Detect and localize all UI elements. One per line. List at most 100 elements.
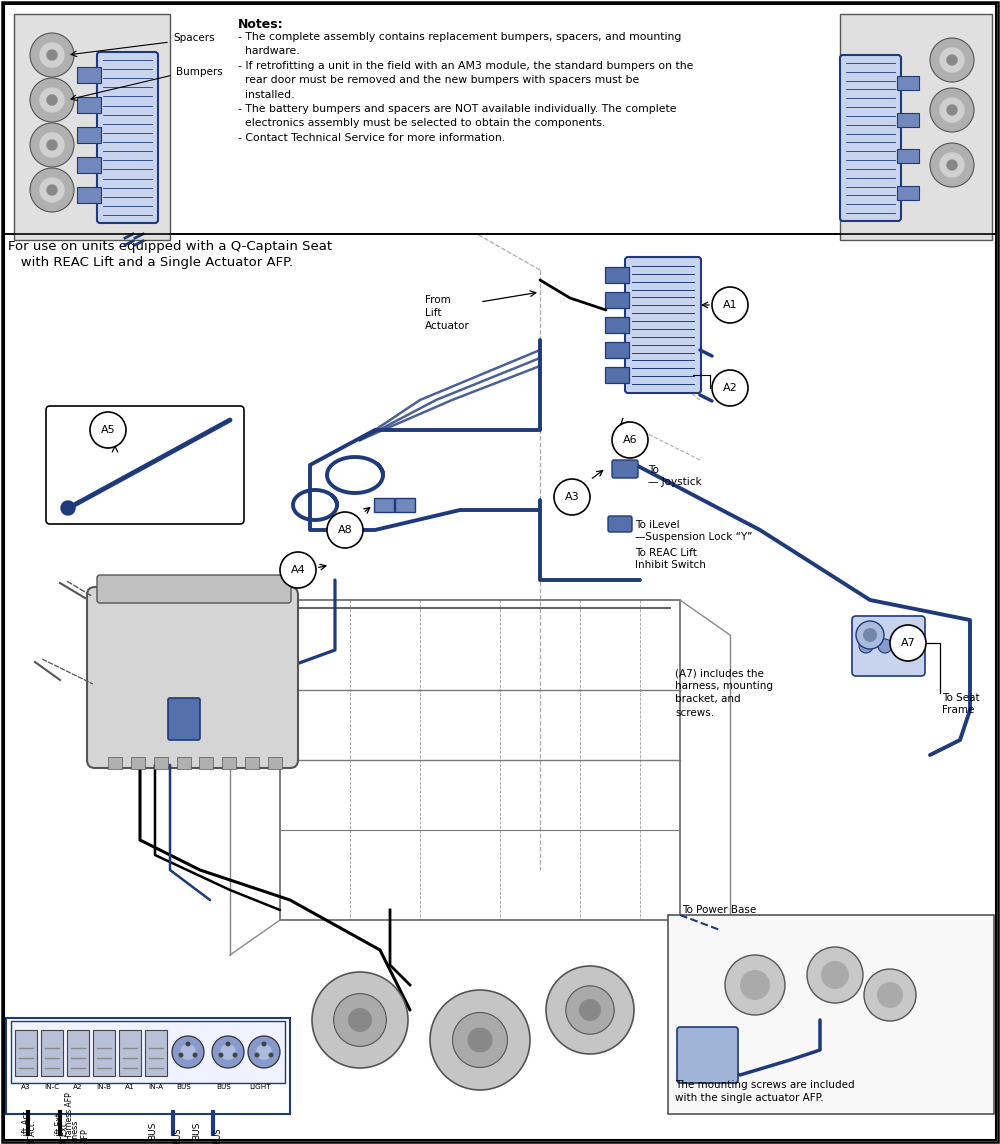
Circle shape [725, 955, 785, 1015]
FancyBboxPatch shape [77, 186, 101, 202]
Circle shape [878, 639, 892, 653]
Text: To
— Joystick: To — Joystick [648, 464, 702, 486]
Text: For use on units equipped with a Q-Captain Seat: For use on units equipped with a Q-Capta… [8, 240, 332, 253]
Text: A2: A2 [723, 383, 737, 394]
Circle shape [40, 88, 64, 112]
Circle shape [232, 1052, 238, 1057]
FancyBboxPatch shape [77, 157, 101, 173]
FancyBboxPatch shape [840, 14, 992, 240]
FancyBboxPatch shape [608, 516, 632, 532]
Circle shape [226, 1041, 230, 1047]
Circle shape [40, 133, 64, 157]
Text: BUS: BUS [213, 1128, 222, 1144]
FancyBboxPatch shape [77, 97, 101, 113]
FancyBboxPatch shape [154, 757, 168, 769]
FancyBboxPatch shape [87, 587, 298, 768]
FancyBboxPatch shape [605, 292, 629, 308]
Circle shape [348, 1008, 372, 1032]
Circle shape [186, 1041, 190, 1047]
Circle shape [90, 412, 126, 448]
Circle shape [930, 88, 974, 132]
Circle shape [612, 422, 648, 458]
Circle shape [930, 143, 974, 186]
FancyBboxPatch shape [4, 3, 996, 235]
Circle shape [47, 140, 57, 150]
Circle shape [220, 1044, 236, 1060]
FancyBboxPatch shape [199, 757, 213, 769]
Text: (A7) includes the
harness, mounting
bracket, and
screws.: (A7) includes the harness, mounting brac… [675, 668, 773, 717]
Circle shape [856, 621, 884, 649]
Text: BUS: BUS [177, 1085, 191, 1090]
Circle shape [807, 947, 863, 1003]
Circle shape [947, 55, 957, 65]
FancyBboxPatch shape [108, 757, 122, 769]
Circle shape [947, 160, 957, 170]
Text: Notes:: Notes: [238, 18, 284, 31]
FancyBboxPatch shape [897, 112, 919, 127]
Circle shape [30, 33, 74, 77]
Circle shape [712, 370, 748, 406]
Text: IN-A: IN-A [148, 1085, 164, 1090]
FancyBboxPatch shape [177, 757, 191, 769]
Text: Spacers: Spacers [173, 33, 215, 43]
Text: A6: A6 [623, 435, 637, 445]
Circle shape [280, 553, 316, 588]
Text: The mounting screws are included
with the single actuator AFP.: The mounting screws are included with th… [675, 1080, 855, 1103]
Circle shape [947, 105, 957, 116]
Text: A5: A5 [101, 426, 115, 435]
Circle shape [30, 124, 74, 167]
Text: - The complete assembly contains replacement bumpers, spacers, and mounting
  ha: - The complete assembly contains replace… [238, 32, 693, 143]
FancyBboxPatch shape [77, 67, 101, 84]
FancyBboxPatch shape [41, 1030, 63, 1077]
Circle shape [47, 185, 57, 194]
Circle shape [178, 1052, 184, 1057]
FancyBboxPatch shape [67, 1030, 89, 1077]
Circle shape [327, 513, 363, 548]
Text: A8: A8 [338, 525, 352, 535]
Circle shape [248, 1036, 280, 1068]
Text: Lift Ext.
Harness AFP: Lift Ext. Harness AFP [55, 1093, 74, 1141]
FancyBboxPatch shape [97, 51, 158, 223]
FancyBboxPatch shape [77, 127, 101, 143]
FancyBboxPatch shape [119, 1030, 141, 1077]
Text: BUS: BUS [148, 1121, 157, 1141]
FancyBboxPatch shape [897, 76, 919, 90]
Text: IN-C: IN-C [44, 1085, 60, 1090]
Text: A1: A1 [723, 300, 737, 310]
Circle shape [877, 982, 903, 1008]
FancyBboxPatch shape [840, 55, 901, 221]
Text: Lift Act.: Lift Act. [28, 1121, 37, 1144]
Circle shape [896, 639, 910, 653]
Circle shape [268, 1052, 274, 1057]
Text: BUS: BUS [192, 1121, 201, 1141]
Circle shape [468, 1027, 492, 1052]
Circle shape [940, 98, 964, 122]
Circle shape [47, 95, 57, 105]
Circle shape [47, 50, 57, 59]
Text: Lift Act.: Lift Act. [22, 1109, 31, 1141]
FancyBboxPatch shape [605, 342, 629, 358]
Text: BUS: BUS [173, 1128, 182, 1144]
FancyBboxPatch shape [605, 317, 629, 333]
Circle shape [859, 639, 873, 653]
FancyBboxPatch shape [395, 498, 415, 513]
FancyBboxPatch shape [46, 406, 244, 524]
Text: Lift Ext.
Harness
AFP: Lift Ext. Harness AFP [60, 1120, 90, 1144]
Circle shape [554, 479, 590, 515]
Circle shape [180, 1044, 196, 1060]
FancyBboxPatch shape [93, 1030, 115, 1077]
Circle shape [312, 972, 408, 1068]
FancyBboxPatch shape [131, 757, 145, 769]
FancyBboxPatch shape [605, 267, 629, 283]
FancyBboxPatch shape [245, 757, 259, 769]
FancyBboxPatch shape [168, 698, 200, 740]
Text: From
Lift
Actuator: From Lift Actuator [425, 295, 470, 332]
Circle shape [863, 628, 877, 642]
Text: with REAC Lift and a Single Actuator AFP.: with REAC Lift and a Single Actuator AFP… [8, 256, 293, 269]
Circle shape [430, 990, 530, 1090]
Circle shape [256, 1044, 272, 1060]
Text: A1: A1 [125, 1085, 135, 1090]
Circle shape [452, 1012, 508, 1067]
Circle shape [61, 501, 75, 515]
Text: A7: A7 [901, 638, 915, 648]
